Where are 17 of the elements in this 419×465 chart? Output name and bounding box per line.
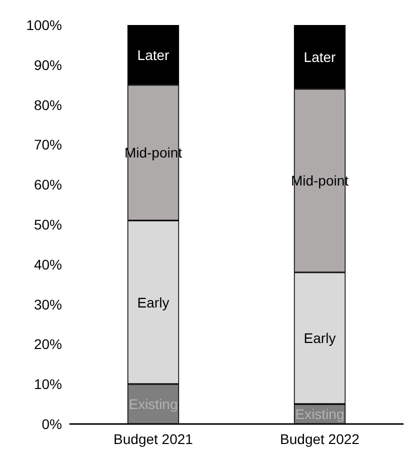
y-tick-label: 20%: [34, 336, 62, 352]
y-tick-label: 100%: [26, 17, 62, 33]
x-tick-label: Budget 2021: [114, 431, 194, 447]
y-tick-label: 0%: [42, 416, 62, 432]
y-tick-label: 40%: [34, 256, 62, 272]
text: Early: [304, 330, 336, 346]
series-label: Early: [137, 294, 170, 310]
x-tick-label: Budget 2022: [280, 431, 360, 447]
y-tick-label: 30%: [34, 296, 62, 312]
y-tick-label: 10%: [34, 376, 62, 392]
y-tick-label: 90%: [34, 56, 62, 73]
series-label: Later: [137, 46, 170, 63]
y-tick-label: 50%: [34, 216, 62, 232]
y-tick-label: 80%: [34, 96, 62, 113]
y-tick-label: 70%: [34, 136, 62, 153]
text: Later: [304, 48, 336, 65]
y-tick-label: 60%: [34, 176, 62, 193]
